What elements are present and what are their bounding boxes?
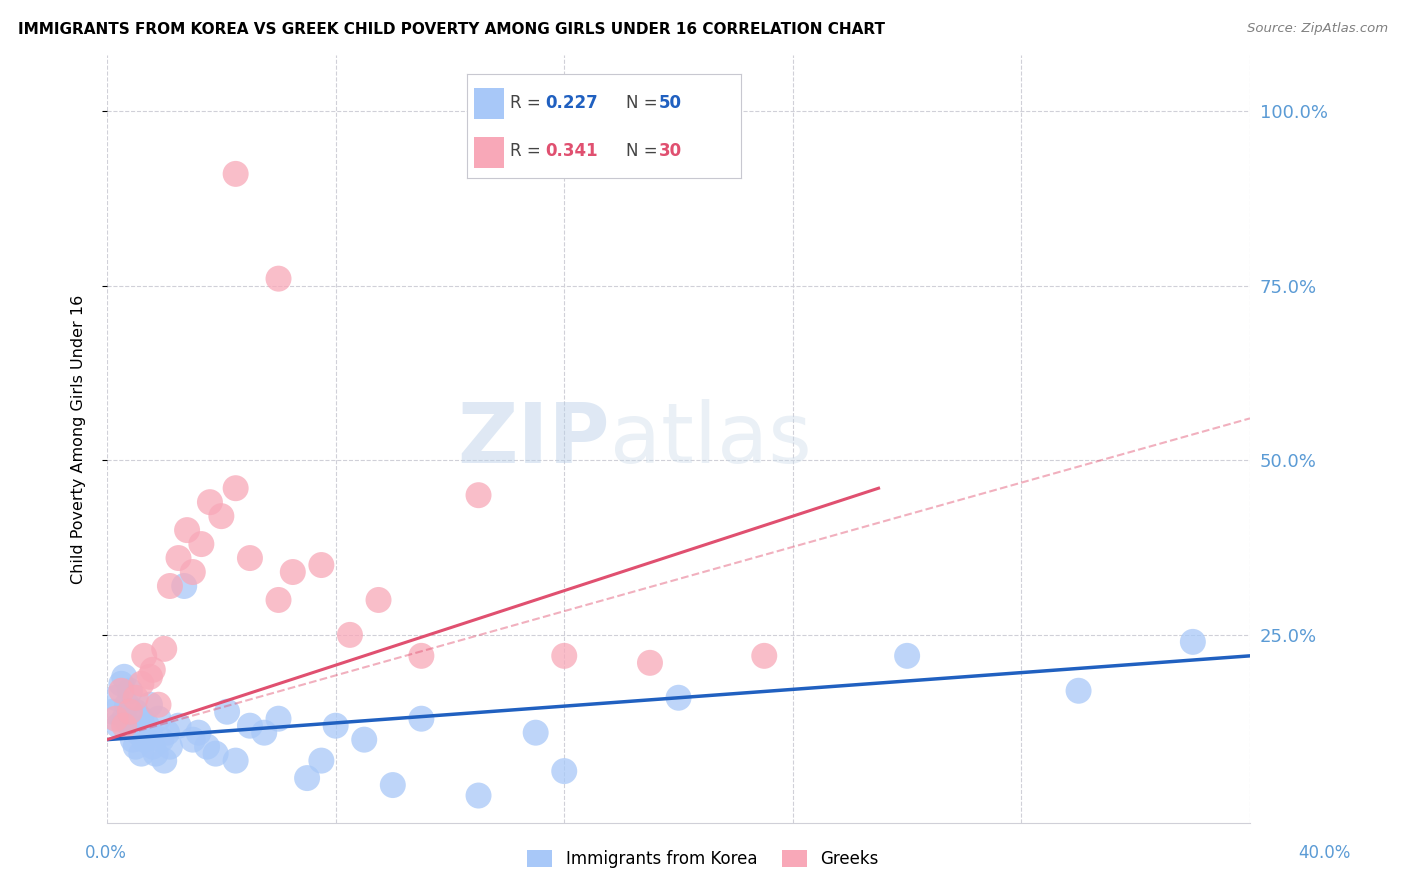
Point (159, 739, 181, 754)
Point (325, 719, 347, 733)
Point (142, 739, 165, 754)
Point (195, 739, 218, 754)
Text: ZIP: ZIP (457, 399, 610, 480)
Point (339, 628, 361, 642)
Point (118, 719, 141, 733)
Point (153, 754, 176, 768)
Text: atlas: atlas (610, 399, 811, 480)
Point (139, 698, 162, 712)
Point (181, 732, 204, 747)
Point (134, 648, 156, 663)
Point (101, 705, 124, 719)
Y-axis label: Child Poverty Among Girls Under 16: Child Poverty Among Girls Under 16 (72, 294, 86, 584)
Point (281, 565, 304, 579)
Point (524, 725, 547, 739)
Text: 40.0%: 40.0% (1298, 844, 1351, 862)
Point (104, 712, 127, 726)
Point (353, 732, 375, 747)
Point (131, 677, 153, 691)
Point (167, 551, 190, 566)
Point (553, 648, 575, 663)
Point (553, 764, 575, 778)
Point (115, 698, 138, 712)
Point (225, 167, 247, 181)
Point (754, 648, 776, 663)
Point (173, 579, 195, 593)
Point (148, 698, 170, 712)
Point (145, 747, 167, 761)
Point (150, 732, 173, 747)
Point (253, 725, 276, 739)
Text: IMMIGRANTS FROM KOREA VS GREEK CHILD POVERTY AMONG GIRLS UNDER 16 CORRELATION CH: IMMIGRANTS FROM KOREA VS GREEK CHILD POV… (18, 22, 886, 37)
Point (118, 705, 141, 719)
Point (467, 488, 489, 502)
Point (267, 593, 290, 607)
Point (118, 683, 141, 698)
Point (167, 719, 190, 733)
Point (176, 523, 198, 537)
Point (225, 754, 247, 768)
Point (110, 677, 132, 691)
Point (128, 725, 150, 739)
Point (239, 551, 262, 566)
Point (124, 739, 146, 754)
Text: Source: ZipAtlas.com: Source: ZipAtlas.com (1247, 22, 1388, 36)
Point (110, 683, 132, 698)
Point (156, 725, 179, 739)
Point (1067, 683, 1090, 698)
Point (267, 712, 290, 726)
Point (112, 670, 135, 684)
Point (181, 565, 204, 579)
Point (198, 495, 221, 509)
Point (124, 690, 146, 705)
Point (225, 481, 247, 495)
Point (139, 725, 162, 739)
Point (217, 705, 239, 719)
Point (134, 732, 156, 747)
Point (367, 593, 389, 607)
Point (638, 656, 661, 670)
Point (267, 271, 290, 285)
Point (153, 641, 176, 656)
Point (131, 747, 153, 761)
Point (131, 712, 153, 726)
Text: 0.0%: 0.0% (84, 844, 127, 862)
Point (121, 732, 143, 747)
Point (107, 719, 129, 733)
Point (381, 778, 404, 792)
Point (467, 789, 489, 803)
Point (209, 509, 232, 524)
Point (190, 537, 212, 551)
Point (239, 719, 262, 733)
Point (187, 725, 209, 739)
Point (411, 648, 433, 663)
Point (896, 648, 918, 663)
Point (112, 712, 135, 726)
Point (204, 747, 226, 761)
Point (136, 719, 159, 733)
Legend: Immigrants from Korea, Greeks: Immigrants from Korea, Greeks (520, 843, 886, 875)
Point (295, 771, 318, 785)
Point (112, 719, 135, 733)
Point (311, 558, 333, 572)
Point (139, 670, 162, 684)
Point (104, 690, 127, 705)
Point (124, 705, 146, 719)
Point (1181, 635, 1204, 649)
Point (159, 579, 181, 593)
Point (411, 712, 433, 726)
Point (148, 712, 170, 726)
Point (142, 663, 165, 677)
Point (668, 690, 690, 705)
Point (311, 754, 333, 768)
